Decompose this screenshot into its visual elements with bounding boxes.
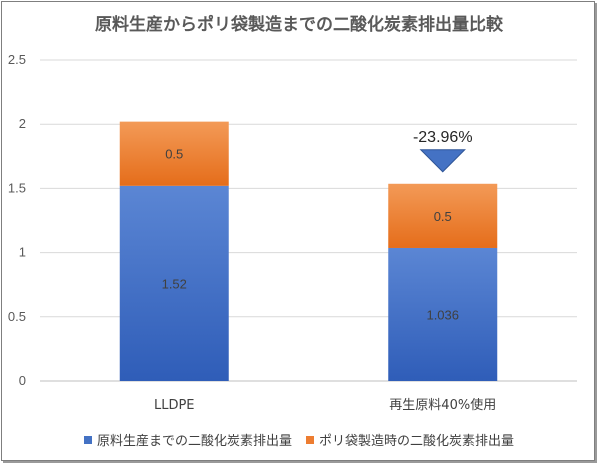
bar-segment (119, 185, 229, 381)
x-category-label: LLDPE (154, 398, 195, 413)
data-label: 1.52 (162, 276, 187, 291)
y-tick-label: 2.5 (8, 52, 26, 67)
chart-legend: 原料生産までの二酸化炭素排出量 ポリ袋製造時の二酸化炭素排出量 (0, 430, 598, 449)
legend-swatch-bag-manufacturing (306, 435, 314, 444)
y-tick-label: 0.5 (8, 309, 26, 324)
legend-label-raw-material: 原料生産までの二酸化炭素排出量 (96, 434, 292, 449)
y-tick-label: 1.5 (8, 180, 26, 195)
annotation-label: -23.96% (413, 129, 473, 146)
legend-label-bag-manufacturing: ポリ袋製造時の二酸化炭素排出量 (319, 434, 515, 449)
bar-segment (388, 183, 498, 248)
y-tick-label: 2 (19, 116, 26, 131)
bar-segment (119, 121, 229, 186)
legend-swatch-raw-material (83, 435, 92, 444)
y-tick-label: 1 (19, 245, 26, 260)
data-label: 0.5 (165, 147, 183, 162)
data-label: 0.5 (434, 209, 452, 224)
legend-item-bag-manufacturing: ポリ袋製造時の二酸化炭素排出量 (306, 430, 514, 449)
bar-segment (388, 247, 498, 381)
chart-title: 原料生産からポリ袋製造までの二酸化炭素排出量比較 (95, 15, 503, 35)
annotation-arrow (419, 149, 466, 173)
x-category-label: 再生原料40%使用 (389, 397, 496, 413)
legend-item-raw-material: 原料生産までの二酸化炭素排出量 (83, 430, 292, 449)
y-tick-label: 0 (19, 373, 26, 388)
data-label: 1.036 (426, 307, 459, 322)
